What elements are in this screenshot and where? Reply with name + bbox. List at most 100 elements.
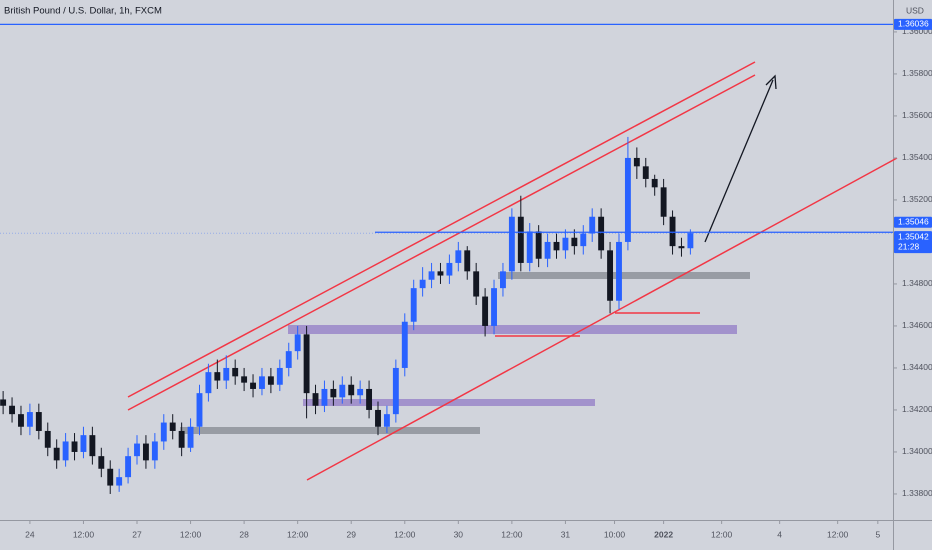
candle-body [642, 166, 649, 179]
x-tick-label: 28 [239, 529, 249, 539]
candle-body [250, 382, 256, 389]
candle-body [303, 334, 310, 394]
price-line-label-box [894, 18, 932, 30]
candle-body [392, 367, 399, 415]
last-price-label: 1.35042 [898, 231, 929, 241]
last-price-box [894, 231, 932, 254]
y-tick-label: 1.35800 [902, 68, 932, 78]
candle-body [223, 367, 230, 381]
candle-body [267, 376, 274, 385]
candle-body [205, 372, 212, 394]
candle-body [357, 388, 364, 396]
candle-body [169, 422, 176, 431]
x-tick-label: 12:00 [501, 529, 523, 539]
candle-body [18, 414, 24, 427]
candle-body [232, 367, 239, 377]
candle-body [196, 393, 203, 427]
candle-body [9, 405, 15, 415]
candle-body [26, 412, 33, 427]
x-tick-label: 31 [561, 529, 571, 539]
x-tick-label: 12:00 [711, 529, 733, 539]
projection-arrow [704, 79, 774, 243]
candle-body [544, 241, 551, 259]
candle-body [562, 237, 569, 251]
x-tick-label: 12:00 [287, 529, 309, 539]
candle-body [98, 456, 105, 469]
candle-body [383, 414, 390, 427]
y-tick-label: 1.35600 [902, 110, 932, 120]
candle-body [624, 157, 631, 242]
candle-body [366, 388, 373, 410]
candle-body [651, 178, 658, 188]
y-tick-label: 1.34400 [902, 362, 932, 372]
candle-body [428, 271, 435, 280]
candle-body [375, 409, 381, 427]
candle-body [276, 367, 283, 385]
arrow-head [765, 74, 777, 90]
candle-body [580, 233, 587, 247]
x-tick-label: 5 [875, 529, 880, 539]
candle-body [633, 157, 640, 167]
candle-body [607, 250, 614, 301]
countdown-label: 21:28 [898, 241, 920, 251]
candle-body [491, 288, 497, 326]
x-tick-label: 27 [132, 529, 142, 539]
candle-body [80, 435, 87, 452]
candle-body [259, 376, 265, 389]
x-tick-label: 24 [25, 529, 35, 539]
candle-body [598, 216, 605, 251]
candle-body [214, 372, 221, 381]
candle-body [482, 296, 489, 326]
y-tick-label: 1.35400 [902, 152, 932, 162]
support-zone [180, 427, 480, 434]
candle-body [571, 237, 578, 247]
y-tick-label: 1.36000 [902, 26, 932, 36]
chart-title: British Pound / U.S. Dollar, 1h, FXCM [4, 6, 162, 17]
candle-body [553, 241, 560, 251]
candle-body [455, 250, 462, 263]
x-tick-label: 4 [777, 529, 782, 539]
candle-body [687, 233, 694, 249]
candle-body [508, 216, 515, 272]
candle-body [71, 441, 78, 452]
candle-body [410, 288, 417, 322]
candle-body [151, 441, 158, 461]
x-tick-label: 12:00 [827, 529, 849, 539]
price-line-label-box [894, 216, 932, 228]
candle-body [89, 435, 96, 457]
y-tick-label: 1.34200 [902, 404, 932, 414]
candle-body [517, 216, 524, 263]
trend-line [306, 157, 898, 481]
y-tick-label: 1.33800 [902, 488, 932, 498]
candle-body [348, 384, 355, 396]
x-tick-label: 2022 [654, 529, 673, 539]
candle-body [142, 443, 149, 461]
candle-body [401, 321, 408, 368]
candle-body [44, 430, 51, 448]
x-tick-label: 30 [454, 529, 464, 539]
candle-body [660, 187, 667, 217]
x-tick-label: 12:00 [73, 529, 95, 539]
candle-body [589, 216, 596, 234]
price-line-label: 1.36036 [898, 19, 929, 29]
candle-body [535, 231, 542, 259]
support-zone [498, 272, 750, 279]
candle-body [285, 351, 292, 368]
y-tick-label: 1.34000 [902, 446, 932, 456]
candle-body [116, 477, 123, 486]
candle-body [464, 250, 471, 272]
x-tick-label: 12:00 [180, 529, 202, 539]
y-tick-label: 1.34800 [902, 278, 932, 288]
candle-body [35, 412, 42, 431]
candle-body [419, 279, 426, 289]
candle-body [294, 334, 301, 352]
candle-body [160, 422, 167, 442]
drawings [127, 61, 898, 481]
candle-body [446, 262, 453, 276]
candle-body [62, 441, 69, 461]
candle-body [473, 271, 480, 297]
candle-body [241, 376, 248, 383]
x-tick-label: 12:00 [394, 529, 416, 539]
candle-body [678, 246, 685, 249]
